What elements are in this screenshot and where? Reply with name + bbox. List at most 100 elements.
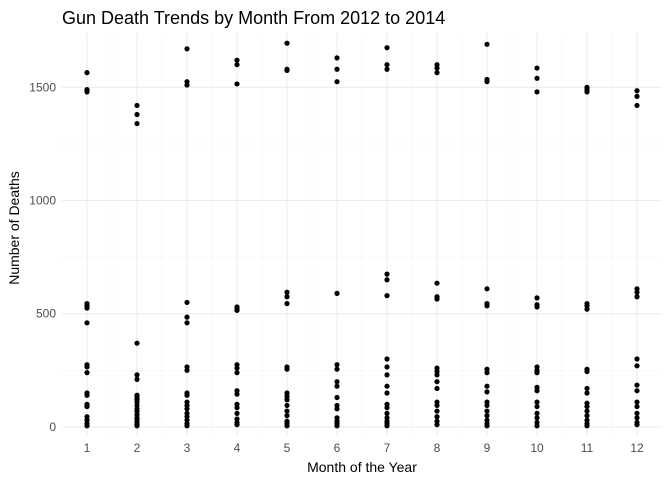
data-point [184, 423, 190, 429]
data-point [634, 422, 640, 428]
x-tick-label: 4 [234, 441, 241, 455]
data-point [84, 70, 90, 76]
data-point [384, 62, 390, 68]
data-point [584, 385, 590, 392]
data-point [334, 66, 340, 72]
data-point [584, 408, 590, 414]
data-point [634, 88, 640, 94]
data-point [284, 408, 290, 414]
data-point [184, 299, 190, 306]
data-point [284, 300, 290, 307]
data-point [384, 277, 390, 283]
x-tick-label: 6 [334, 441, 341, 455]
y-tick-label: 1500 [29, 80, 56, 94]
y-tick-label: 500 [36, 307, 56, 321]
y-tick-label: 1000 [29, 194, 56, 208]
data-point [434, 408, 440, 414]
data-point [634, 415, 640, 421]
data-point [284, 67, 290, 73]
data-point [534, 295, 540, 301]
data-point [384, 405, 390, 411]
data-point [134, 102, 140, 109]
data-point [634, 363, 640, 369]
data-point [234, 410, 240, 416]
data-point [384, 372, 390, 378]
data-point [284, 423, 290, 429]
data-point [384, 410, 390, 416]
data-point [84, 392, 90, 398]
x-tick-label: 8 [434, 441, 441, 455]
data-point [434, 385, 440, 392]
data-point [634, 382, 640, 388]
data-point [584, 89, 590, 95]
data-point [484, 41, 490, 47]
data-point [184, 46, 190, 52]
data-point [284, 294, 290, 300]
data-point [434, 70, 440, 76]
data-point [284, 366, 290, 372]
data-point [384, 383, 390, 389]
x-tick-label: 9 [484, 441, 491, 455]
data-point [234, 422, 240, 428]
grid [62, 33, 662, 436]
y-axis-ticks: 0 500 1000 1500 [29, 80, 56, 434]
x-tick-label: 7 [384, 441, 391, 455]
data-point [584, 368, 590, 375]
data-point [184, 320, 190, 326]
data-point [234, 370, 240, 376]
x-tick-label: 10 [530, 441, 544, 455]
data-point [134, 372, 140, 378]
data-point [284, 40, 290, 46]
data-point [284, 397, 290, 403]
y-axis-title: Number of Deaths [6, 171, 22, 285]
data-point [284, 402, 290, 409]
data-point [84, 364, 90, 370]
data-point [634, 388, 640, 394]
data-point [334, 55, 340, 61]
data-point [584, 423, 590, 429]
data-point [384, 356, 390, 362]
data-point [334, 79, 340, 85]
data-point [84, 320, 90, 326]
data-point [334, 383, 340, 389]
data-point [384, 423, 390, 429]
x-tick-label: 11 [581, 441, 594, 455]
data-point [484, 402, 490, 409]
data-point [134, 376, 140, 382]
data-point [584, 403, 590, 410]
x-axis-title: Month of the Year [307, 459, 417, 475]
data-point [634, 93, 640, 99]
data-point [234, 57, 240, 63]
data-point [84, 305, 90, 311]
data-point [484, 413, 490, 419]
data-point [184, 82, 190, 88]
data-point [484, 303, 490, 309]
data-point [534, 75, 540, 81]
data-point [484, 286, 490, 292]
data-point [484, 79, 490, 85]
data-point [484, 370, 490, 376]
chart-title: Gun Death Trends by Month From 2012 to 2… [62, 8, 445, 28]
data-point [534, 370, 540, 376]
data-point [184, 392, 190, 398]
data-point [634, 294, 640, 300]
data-point [184, 314, 190, 320]
y-tick-label: 0 [49, 420, 56, 434]
data-point [84, 403, 90, 410]
data-point [234, 62, 240, 68]
data-point [334, 394, 340, 401]
data-point [384, 66, 390, 72]
data-point [484, 423, 490, 429]
data-point [634, 356, 640, 362]
x-tick-label: 12 [630, 441, 644, 455]
data-point [234, 81, 240, 87]
x-axis-ticks: 1 2 3 4 5 6 7 8 9 10 11 12 [84, 441, 644, 455]
data-point [134, 340, 140, 346]
data-point [634, 403, 640, 410]
data-point [584, 306, 590, 312]
data-point [284, 413, 290, 419]
data-point [384, 390, 390, 396]
data-point [584, 390, 590, 396]
data-point [384, 271, 390, 277]
data-point [184, 406, 190, 412]
